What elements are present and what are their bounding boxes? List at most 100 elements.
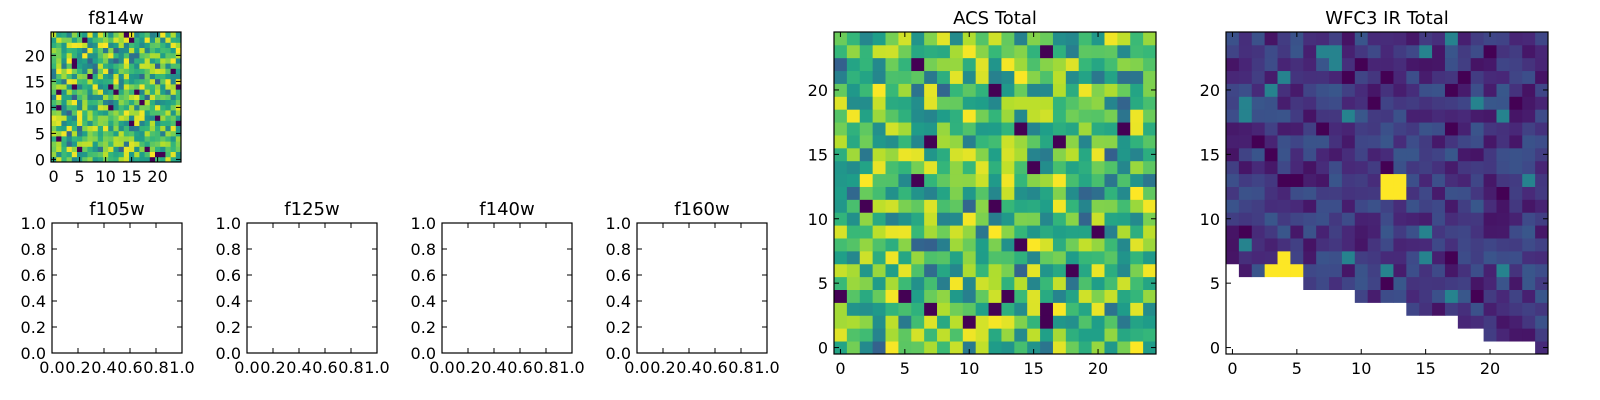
heatmap-cell xyxy=(1483,83,1497,97)
heatmap-cell xyxy=(1419,160,1433,175)
heatmap-cell xyxy=(51,146,57,152)
heatmap-cell xyxy=(134,68,140,74)
heatmap-cell xyxy=(872,173,886,187)
heatmap-cell xyxy=(155,52,161,59)
heatmap-cell xyxy=(962,83,977,97)
heatmap-cell xyxy=(1091,238,1105,252)
heatmap-cell xyxy=(144,156,151,163)
heatmap-cell xyxy=(975,147,989,162)
heatmap-cell xyxy=(113,37,119,43)
heatmap-cell xyxy=(118,104,125,111)
heatmap-cell xyxy=(1432,173,1446,187)
heatmap-cell xyxy=(924,147,938,162)
heatmap-cell xyxy=(160,52,166,59)
heatmap-cell xyxy=(846,83,861,97)
heatmap-cell xyxy=(1264,160,1278,175)
heatmap-cell xyxy=(1040,122,1054,136)
heatmap-cell xyxy=(988,70,1002,84)
heatmap-cell xyxy=(834,315,848,329)
heatmap-cell xyxy=(71,73,78,80)
heatmap-cell xyxy=(1303,122,1317,136)
heatmap-cell xyxy=(885,328,899,342)
heatmap-cell xyxy=(1380,250,1394,265)
heatmap-cell xyxy=(123,63,130,69)
heatmap-cell xyxy=(144,125,151,132)
heatmap-cell xyxy=(1380,238,1394,252)
heatmap-cell xyxy=(975,83,989,97)
heatmap-cell xyxy=(139,89,145,95)
heatmap-cell xyxy=(911,122,925,136)
heatmap-cell xyxy=(108,146,114,152)
heatmap-cell xyxy=(1457,250,1472,265)
heatmap-cell xyxy=(1483,57,1497,72)
heatmap-cell xyxy=(859,147,874,162)
heatmap-cell xyxy=(118,146,125,152)
heatmap-cell xyxy=(949,238,964,252)
heatmap-cell xyxy=(1367,122,1381,136)
heatmap-cell xyxy=(149,130,156,137)
heatmap-cell xyxy=(139,94,145,100)
y-tick-label: 0.6 xyxy=(411,266,436,285)
heatmap-cell xyxy=(1027,96,1041,110)
heatmap-cell xyxy=(1367,186,1381,200)
heatmap-cell xyxy=(988,315,1002,329)
heatmap-cell xyxy=(988,32,1002,46)
heatmap-cell xyxy=(975,109,989,123)
heatmap-cell xyxy=(1380,225,1394,239)
heatmap-cell xyxy=(175,37,182,43)
heatmap-cell xyxy=(170,47,177,54)
heatmap-cell xyxy=(1091,199,1105,213)
heatmap-cell xyxy=(1406,57,1420,72)
heatmap-cell xyxy=(1078,315,1092,329)
heatmap-cell xyxy=(1143,109,1157,123)
heatmap-cell xyxy=(134,94,140,100)
heatmap-cell xyxy=(949,302,964,316)
heatmap-cell xyxy=(1406,70,1420,84)
heatmap-cell xyxy=(1143,341,1157,355)
heatmap-cell xyxy=(1078,32,1092,46)
axes-frame xyxy=(50,31,182,163)
heatmap-cell xyxy=(71,125,78,132)
heatmap-cell xyxy=(1457,238,1472,252)
heatmap-cell xyxy=(66,120,73,126)
heatmap-cell xyxy=(149,73,156,80)
heatmap-cell xyxy=(1303,57,1317,72)
heatmap-cell xyxy=(134,104,140,111)
heatmap-cell xyxy=(97,120,104,126)
heatmap-cell xyxy=(149,125,156,132)
heatmap-cell xyxy=(1027,122,1041,136)
heatmap-cell xyxy=(1483,302,1497,316)
heatmap-cell xyxy=(1078,173,1092,187)
heatmap-cell xyxy=(911,173,925,187)
heatmap-cell xyxy=(885,160,899,175)
heatmap-cell xyxy=(1341,199,1356,213)
heatmap-cell xyxy=(911,199,925,213)
heatmap-cell xyxy=(113,110,119,116)
heatmap-cell xyxy=(1457,147,1472,162)
heatmap-cell xyxy=(1393,122,1407,136)
heatmap-cell xyxy=(77,115,83,121)
heatmap-cell xyxy=(123,130,130,137)
heatmap-cell xyxy=(160,156,166,163)
heatmap-cell xyxy=(87,73,93,80)
heatmap-cell xyxy=(1040,263,1054,278)
heatmap-cell xyxy=(1535,122,1549,136)
heatmap-cell xyxy=(846,225,861,239)
heatmap-cell xyxy=(962,250,977,265)
heatmap-cell xyxy=(103,68,109,74)
heatmap-cell xyxy=(118,47,125,54)
heatmap-cell xyxy=(1444,32,1459,46)
heatmap-cell xyxy=(1264,44,1278,59)
heatmap-cell xyxy=(1457,212,1472,226)
heatmap-cell xyxy=(92,89,99,95)
heatmap-cell xyxy=(149,110,156,116)
heatmap-cell xyxy=(1470,32,1484,46)
heatmap-cell xyxy=(1277,135,1291,149)
heatmap-cell xyxy=(1470,160,1484,175)
heatmap-cell xyxy=(155,99,161,106)
heatmap-cell xyxy=(1130,70,1144,84)
heatmap-cell xyxy=(1143,276,1157,290)
heatmap-cell xyxy=(859,57,874,72)
heatmap-cell xyxy=(155,47,161,54)
